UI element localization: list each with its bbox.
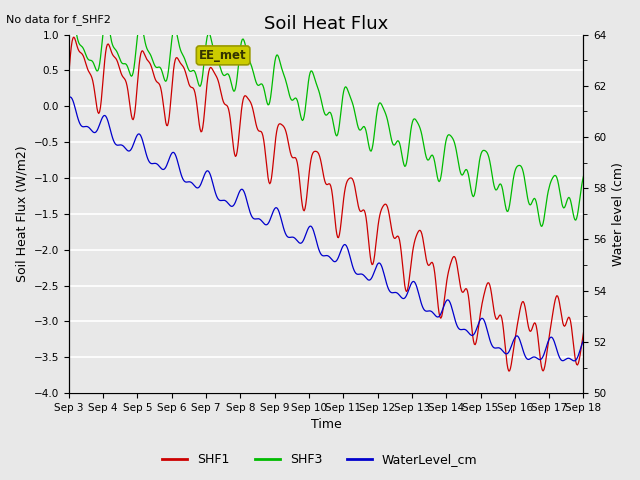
Text: No data for f_SHF2: No data for f_SHF2 xyxy=(6,14,111,25)
SHF3 xyxy=(157,65,164,71)
WaterLevel_cm xyxy=(65,96,72,101)
SHF3 xyxy=(410,117,417,122)
SHF1 xyxy=(70,34,77,40)
SHF3 xyxy=(453,152,461,158)
WaterLevel_cm xyxy=(453,323,461,329)
SHF1 xyxy=(453,263,461,269)
WaterLevel_cm xyxy=(299,239,307,245)
WaterLevel_cm xyxy=(369,273,377,278)
SHF1 xyxy=(580,330,588,336)
WaterLevel_cm xyxy=(67,94,74,100)
SHF3 xyxy=(198,78,205,84)
SHF1 xyxy=(410,245,417,251)
SHF3 xyxy=(299,118,307,123)
WaterLevel_cm xyxy=(157,165,164,171)
WaterLevel_cm xyxy=(580,337,588,343)
SHF3 xyxy=(580,173,588,179)
WaterLevel_cm xyxy=(198,179,205,185)
SHF3 xyxy=(65,28,72,34)
Legend: SHF1, SHF3, WaterLevel_cm: SHF1, SHF3, WaterLevel_cm xyxy=(157,448,483,471)
Line: WaterLevel_cm: WaterLevel_cm xyxy=(68,97,584,361)
WaterLevel_cm xyxy=(410,278,417,284)
Y-axis label: Water level (cm): Water level (cm) xyxy=(612,162,625,266)
Title: Soil Heat Flux: Soil Heat Flux xyxy=(264,15,388,33)
Text: EE_met: EE_met xyxy=(199,49,247,62)
X-axis label: Time: Time xyxy=(310,419,341,432)
SHF1 xyxy=(157,84,164,90)
SHF3 xyxy=(68,11,76,16)
SHF1 xyxy=(65,73,72,79)
SHF1 xyxy=(198,129,205,134)
Line: SHF1: SHF1 xyxy=(68,37,584,371)
SHF3 xyxy=(538,224,545,229)
Line: SHF3: SHF3 xyxy=(68,13,584,227)
Y-axis label: Soil Heat Flux (W/m2): Soil Heat Flux (W/m2) xyxy=(15,145,28,282)
SHF1 xyxy=(540,368,547,374)
WaterLevel_cm xyxy=(570,358,578,364)
SHF3 xyxy=(369,142,377,147)
SHF1 xyxy=(299,203,307,209)
SHF1 xyxy=(369,261,377,267)
